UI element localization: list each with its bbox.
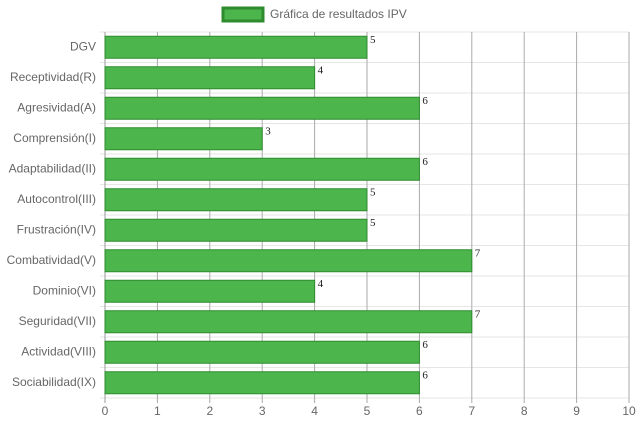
y-tick-label: DGV bbox=[70, 39, 96, 53]
value-label: 7 bbox=[475, 247, 481, 259]
bar bbox=[104, 279, 316, 303]
x-tick-label: 7 bbox=[468, 404, 475, 418]
x-tick-label: 1 bbox=[154, 404, 161, 418]
bar bbox=[104, 249, 473, 273]
x-tick-label: 10 bbox=[622, 404, 636, 418]
y-tick-label: Combatividad(V) bbox=[7, 253, 96, 267]
bar bbox=[104, 96, 420, 120]
bar bbox=[104, 218, 368, 242]
legend-label: Gráfica de resultados IPV bbox=[270, 7, 407, 21]
value-label: 6 bbox=[422, 339, 428, 351]
x-tick-label: 0 bbox=[102, 404, 109, 418]
x-tick-label: 4 bbox=[311, 404, 318, 418]
x-tick-label: 9 bbox=[573, 404, 580, 418]
value-label: 5 bbox=[370, 34, 376, 46]
y-tick-label: Autocontrol(III) bbox=[17, 192, 96, 206]
y-tick-label: Frustración(IV) bbox=[17, 222, 96, 236]
y-tick-label: Dominio(VI) bbox=[33, 283, 96, 297]
value-label: 6 bbox=[422, 95, 428, 107]
value-label: 4 bbox=[318, 64, 324, 76]
y-tick-label: Agresividad(A) bbox=[17, 100, 96, 114]
bar bbox=[104, 371, 420, 395]
value-label: 5 bbox=[370, 217, 376, 229]
value-label: 6 bbox=[422, 369, 428, 381]
value-label: 6 bbox=[422, 156, 428, 168]
bar bbox=[104, 66, 316, 90]
value-label: 5 bbox=[370, 186, 376, 198]
y-tick-label: Sociabilidad(IX) bbox=[12, 375, 96, 389]
y-tick-label: Comprensión(I) bbox=[13, 131, 96, 145]
bar bbox=[104, 188, 368, 212]
bar bbox=[104, 35, 368, 59]
value-label: 4 bbox=[318, 278, 324, 290]
x-tick-label: 5 bbox=[364, 404, 371, 418]
bar bbox=[104, 127, 263, 151]
y-tick-label: Actividad(VIII) bbox=[21, 344, 96, 358]
x-tick-label: 6 bbox=[416, 404, 423, 418]
value-label: 7 bbox=[475, 308, 481, 320]
y-tick-label: Receptividad(R) bbox=[10, 70, 96, 84]
value-label: 3 bbox=[265, 125, 271, 137]
bar bbox=[104, 310, 473, 334]
legend-swatch bbox=[221, 6, 265, 23]
y-tick-label: Adaptabilidad(II) bbox=[9, 161, 96, 175]
x-tick-label: 3 bbox=[259, 404, 266, 418]
x-tick-label: 8 bbox=[521, 404, 528, 418]
x-tick-label: 2 bbox=[206, 404, 213, 418]
bar bbox=[104, 157, 420, 181]
bar bbox=[104, 340, 420, 364]
y-tick-label: Seguridad(VII) bbox=[19, 314, 96, 328]
